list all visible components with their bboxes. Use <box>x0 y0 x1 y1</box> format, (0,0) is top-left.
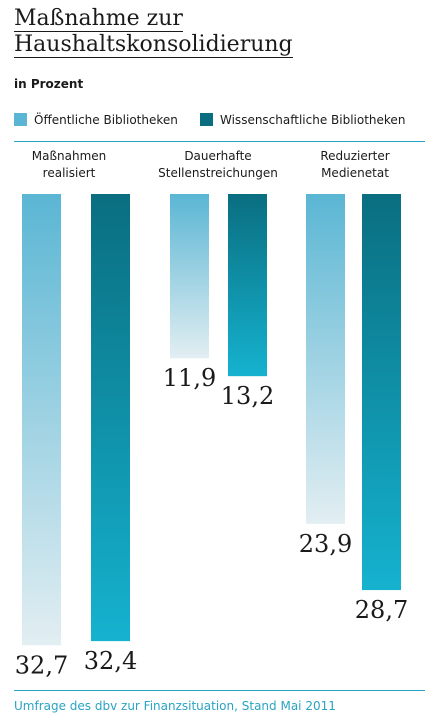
value-label-public-measures: 32,7 <box>15 651 68 679</box>
bar-public-staff-cuts <box>170 194 209 359</box>
bar-public-media-budget <box>306 194 345 524</box>
source-footer: Umfrage des dbv zur Finanzsituation, Sta… <box>14 699 336 713</box>
top-divider <box>14 141 425 142</box>
title-line-2: Haushaltskonsolidierung <box>14 32 293 58</box>
value-label-scientific-media-budget: 28,7 <box>355 596 408 624</box>
value-label-scientific-staff-cuts: 13,2 <box>221 382 274 410</box>
bar-scientific-staff-cuts <box>228 194 267 377</box>
chart-subtitle: in Prozent <box>14 77 84 91</box>
category-label-measures-line-1: Maßnahmen <box>31 149 107 163</box>
legend-label-scientific: Wissenschaftliche Bibliotheken <box>220 113 406 127</box>
category-label-staff-cuts-line-1: Dauerhafte <box>184 149 252 163</box>
category-label-media-budget-line-1: Reduzierter <box>320 149 390 163</box>
category-label-staff-cuts-line-2: Stellenstreichungen <box>158 166 278 180</box>
value-label-public-staff-cuts: 11,9 <box>163 364 216 392</box>
bar-scientific-media-budget <box>362 194 401 591</box>
value-labels-group: 32,7 11,9 23,9 32,4 13,2 28,7 <box>15 364 408 679</box>
value-label-scientific-measures: 32,4 <box>84 647 137 675</box>
category-label-media-budget: Reduzierter Medienetat <box>285 148 425 182</box>
legend-swatch-scientific <box>200 113 213 126</box>
bar-public-measures <box>22 194 61 646</box>
category-label-measures: Maßnahmen realisiert <box>0 148 139 182</box>
category-label-media-budget-line-2: Medienetat <box>321 166 389 180</box>
legend-swatch-public <box>14 113 27 126</box>
chart-title: Maßnahme zur Haushaltskonsolidierung <box>14 6 314 58</box>
value-label-public-media-budget: 23,9 <box>299 530 352 558</box>
bars-group <box>22 194 401 646</box>
bar-scientific-measures <box>91 194 130 642</box>
category-label-staff-cuts: Dauerhafte Stellenstreichungen <box>148 148 288 182</box>
legend-label-public: Öffentliche Bibliotheken <box>34 113 178 127</box>
category-label-measures-line-2: realisiert <box>42 166 96 180</box>
bottom-divider <box>14 690 425 691</box>
